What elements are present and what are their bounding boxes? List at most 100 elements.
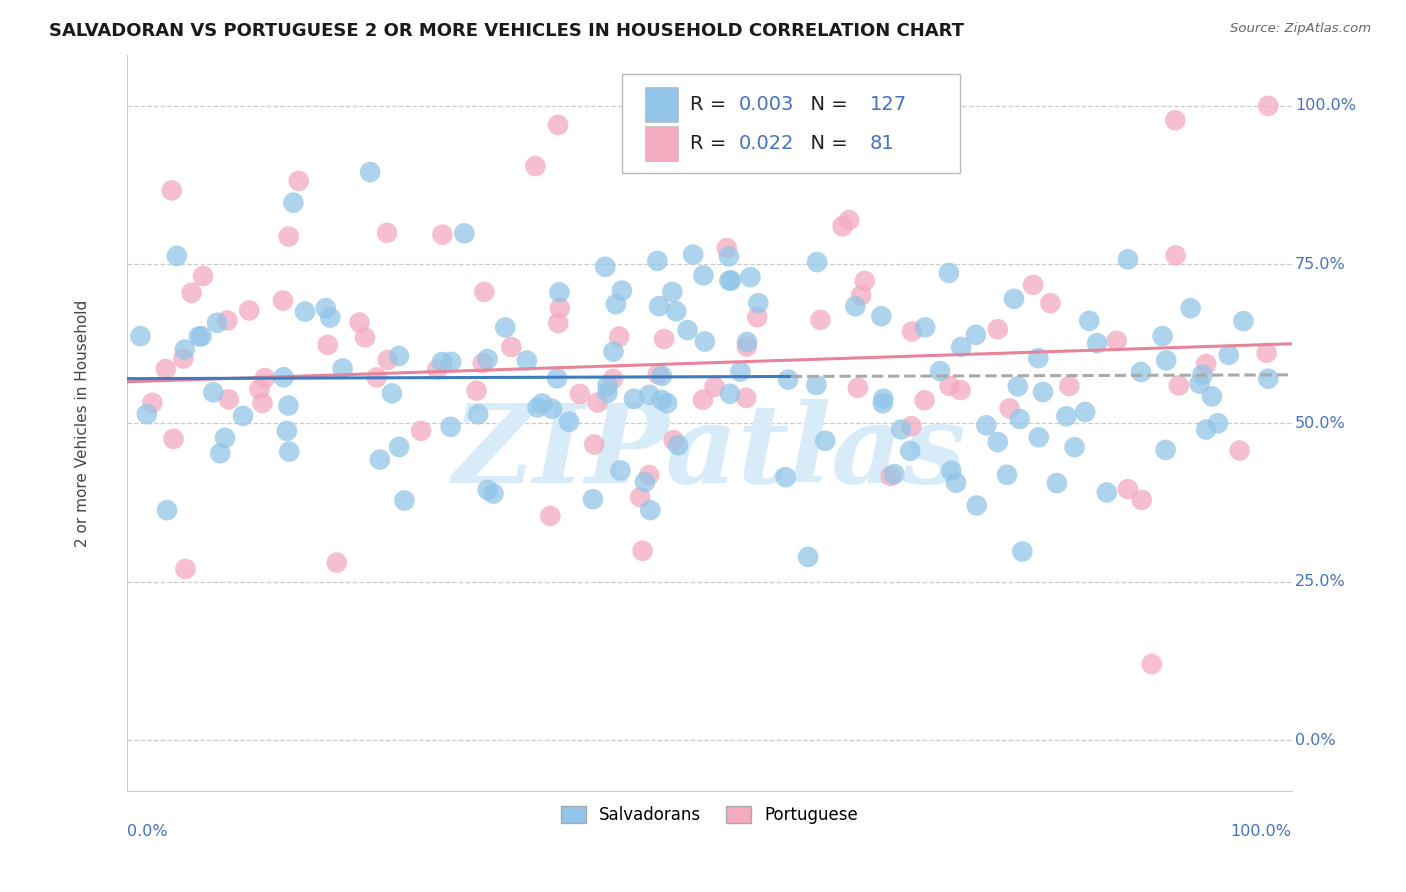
Point <box>1085 336 1108 351</box>
Point <box>720 273 742 287</box>
Point <box>602 372 624 386</box>
Point <box>191 268 214 283</box>
Text: R =: R = <box>689 134 733 153</box>
Point <box>1218 348 1240 362</box>
Point <box>595 260 617 274</box>
Point <box>283 195 305 210</box>
Point <box>375 226 398 240</box>
Point <box>692 268 714 283</box>
Point <box>166 249 188 263</box>
Point <box>775 470 797 484</box>
Point <box>1180 301 1202 315</box>
Point <box>1046 476 1069 491</box>
Point <box>647 367 669 381</box>
Point <box>187 329 209 343</box>
Point <box>872 396 894 410</box>
Point <box>253 371 276 385</box>
Point <box>814 434 837 448</box>
Point <box>747 296 769 310</box>
Text: 81: 81 <box>870 134 894 153</box>
Text: N =: N = <box>797 95 853 114</box>
Point <box>214 431 236 445</box>
Point <box>682 247 704 261</box>
Point <box>368 452 391 467</box>
Text: N =: N = <box>797 134 853 153</box>
Point <box>531 396 554 410</box>
Point <box>976 418 998 433</box>
Point <box>693 334 716 349</box>
Point <box>1167 378 1189 392</box>
Point <box>1054 409 1077 424</box>
Point <box>190 329 212 343</box>
Point <box>249 382 271 396</box>
Point <box>1063 440 1085 454</box>
Point <box>1206 416 1229 430</box>
Point <box>548 285 571 300</box>
Point <box>381 386 404 401</box>
Point <box>631 544 654 558</box>
Point <box>638 388 661 402</box>
Text: 75.0%: 75.0% <box>1295 257 1346 272</box>
Point <box>155 362 177 376</box>
Point <box>1008 412 1031 426</box>
Point <box>568 387 591 401</box>
Point <box>1026 351 1049 365</box>
Point <box>692 392 714 407</box>
Point <box>665 304 688 318</box>
Point <box>1022 277 1045 292</box>
Point <box>477 352 499 367</box>
Point <box>718 274 741 288</box>
Point <box>202 385 225 400</box>
Point <box>666 438 689 452</box>
Point <box>1257 371 1279 385</box>
Point <box>995 467 1018 482</box>
Point <box>524 159 547 173</box>
Point <box>778 373 800 387</box>
Point <box>950 340 973 354</box>
Point <box>173 343 195 357</box>
Point <box>359 165 381 179</box>
Point <box>1256 346 1278 360</box>
Point <box>294 304 316 318</box>
Point <box>1095 485 1118 500</box>
FancyBboxPatch shape <box>645 126 678 161</box>
Point <box>718 386 741 401</box>
Point <box>1074 405 1097 419</box>
Point <box>634 475 657 489</box>
Point <box>1232 314 1254 328</box>
Point <box>638 468 661 483</box>
Point <box>583 437 606 451</box>
Point <box>870 310 893 324</box>
Point <box>547 118 569 132</box>
Point <box>806 378 828 392</box>
Point <box>602 344 624 359</box>
Point <box>426 362 449 376</box>
Point <box>129 329 152 343</box>
Point <box>901 325 924 339</box>
Point <box>596 385 619 400</box>
Point <box>640 503 662 517</box>
Point <box>526 401 548 415</box>
Point <box>651 368 673 383</box>
Text: 50.0%: 50.0% <box>1295 416 1346 431</box>
Point <box>898 443 921 458</box>
Point <box>326 556 349 570</box>
Point <box>546 371 568 385</box>
Point <box>647 254 669 268</box>
Point <box>1028 430 1050 444</box>
Point <box>623 392 645 406</box>
Point <box>1229 443 1251 458</box>
Point <box>273 370 295 384</box>
Point <box>477 483 499 497</box>
Point <box>849 288 872 302</box>
Point <box>432 227 454 242</box>
Point <box>582 492 605 507</box>
Point <box>914 320 936 334</box>
Point <box>319 310 342 325</box>
Point <box>1154 353 1177 368</box>
Text: R =: R = <box>689 95 733 114</box>
Point <box>440 355 463 369</box>
Point <box>316 338 339 352</box>
Point <box>141 396 163 410</box>
Point <box>966 499 988 513</box>
